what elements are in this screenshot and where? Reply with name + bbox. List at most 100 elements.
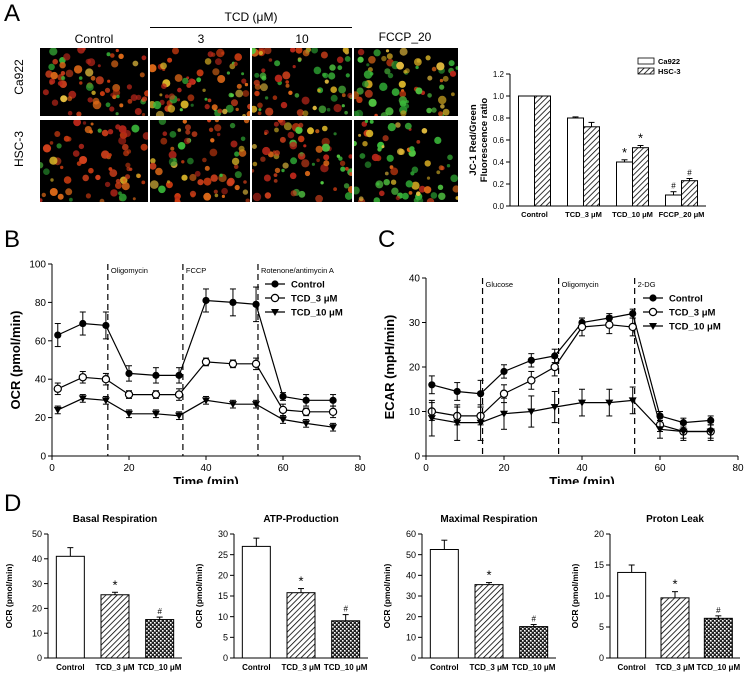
cell-dot (285, 80, 289, 84)
cell-dot (405, 180, 413, 188)
cell-dot (225, 104, 234, 113)
point-tcd-10-m (656, 426, 664, 434)
point-control (428, 381, 436, 389)
legend-label: Control (291, 280, 325, 291)
cell-dot (289, 141, 298, 150)
cell-dot (191, 131, 198, 137)
cell-dot (234, 184, 240, 191)
significance-mark: # (671, 182, 676, 191)
cell-dot (343, 183, 350, 189)
legend-marker (649, 323, 657, 330)
cell-dot (243, 120, 250, 124)
cell-dot (150, 64, 157, 73)
cell-dot (170, 146, 175, 151)
cell-dot (364, 89, 373, 98)
cell-dot (91, 90, 96, 95)
point-control (229, 298, 237, 306)
cell-dot (210, 174, 218, 182)
cell-dot (233, 61, 238, 67)
cell-dot (79, 156, 88, 164)
x-tick-label: 40 (576, 463, 588, 474)
cell-dot (338, 85, 346, 94)
legend-marker (649, 294, 657, 302)
cell-dot (439, 84, 445, 90)
cell-dot (396, 61, 404, 70)
cell-dot (107, 129, 114, 135)
cell-dot (333, 187, 337, 191)
cell-dot (257, 111, 262, 116)
cell-dot (368, 56, 376, 64)
cell-dot (131, 124, 140, 133)
cell-dot (203, 192, 212, 201)
bar-tcd-10-m-hsc-3 (632, 147, 649, 207)
column-label-fccp20: FCCP_20 (378, 30, 432, 44)
bar-tcd-3-m (660, 597, 690, 659)
legend-label: HSC-3 (658, 67, 681, 76)
cell-dot (219, 173, 223, 177)
cell-dot (233, 164, 239, 169)
cell-dot (142, 132, 148, 140)
bar-tcd-10-m (145, 619, 175, 659)
x-tick-label: TCD_3 μM (281, 663, 320, 672)
cell-dot (69, 197, 73, 202)
cell-dot (365, 129, 374, 138)
cell-dot (426, 176, 431, 180)
cell-dot (313, 66, 322, 75)
legend-label: Control (669, 294, 703, 305)
y-tick-label: 0 (37, 653, 42, 663)
cell-dot (85, 68, 94, 77)
y-tick-label: 40 (35, 375, 47, 386)
cell-dot (118, 193, 127, 202)
cell-dot (421, 128, 428, 134)
y-tick-label: 40 (32, 554, 42, 564)
cell-dot (118, 53, 124, 59)
cell-dot (264, 192, 272, 199)
cell-dot (316, 158, 320, 163)
x-tick-label: 60 (654, 463, 666, 474)
bar-control (241, 545, 271, 659)
cell-dot (330, 94, 338, 102)
cell-dot (228, 92, 234, 98)
panel-letter-d: D (4, 490, 22, 517)
cell-dot (425, 55, 431, 61)
cell-dot (246, 110, 250, 116)
cell-dot (119, 103, 124, 108)
x-tick-label: Control (617, 663, 645, 672)
chart-title: Maximal Respiration (440, 514, 537, 525)
cell-dot (60, 71, 66, 76)
cell-dot (49, 156, 58, 165)
micrograph-hsc3-tcd10 (252, 120, 352, 202)
cell-dot (215, 58, 222, 65)
cell-dot (166, 180, 171, 184)
x-tick-label: 20 (498, 463, 510, 474)
cell-dot (296, 109, 304, 116)
cell-dot (404, 122, 412, 130)
cell-dot (97, 128, 102, 133)
cell-dot (290, 157, 298, 165)
cell-dot (442, 108, 450, 116)
cell-dot (437, 184, 444, 190)
cell-dot (160, 137, 168, 145)
x-tick-label: TCD_10 μM (612, 210, 653, 219)
cell-dot (122, 143, 129, 151)
cell-dot (184, 137, 191, 145)
cell-dot (417, 197, 424, 202)
chart-title: Proton Leak (646, 514, 704, 525)
legend-marker (648, 307, 658, 317)
y-tick-label: 5 (223, 632, 228, 642)
significance-mark: * (672, 577, 677, 592)
cell-dot (358, 196, 364, 202)
y-axis-label: ECAR (mpH/min) (382, 315, 397, 420)
point-tcd-3-m (101, 374, 111, 384)
series-line-control (431, 312, 711, 424)
cell-dot (197, 179, 204, 186)
cell-dot (265, 107, 274, 116)
cell-dot (321, 143, 330, 152)
cell-dot (179, 108, 183, 112)
cell-dot (187, 94, 195, 102)
cell-dot (49, 48, 58, 56)
cell-dot (65, 188, 73, 196)
significance-mark: * (486, 568, 491, 583)
bar-fccp-20-m-hsc-3 (681, 180, 698, 207)
cell-dot (87, 97, 93, 103)
